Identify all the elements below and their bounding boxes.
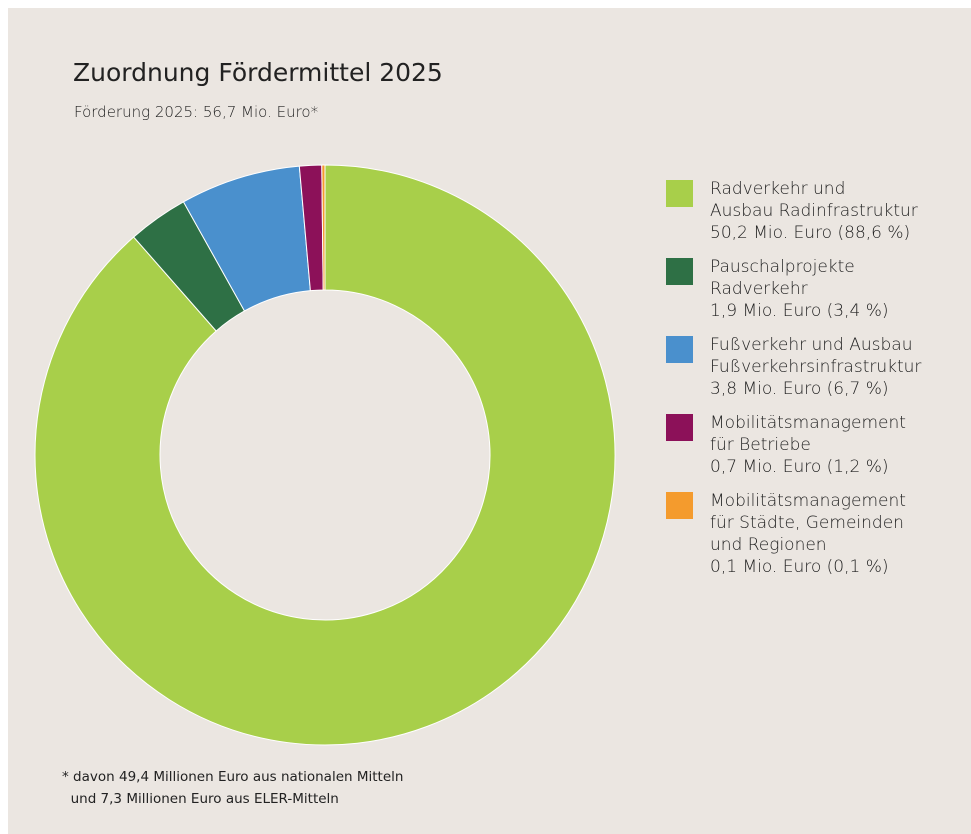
legend-item: Mobilitätsmanagement für Städte, Gemeind… bbox=[666, 490, 966, 578]
legend-label: Mobilitätsmanagement für Städte, Gemeind… bbox=[710, 491, 906, 555]
value-label: 0,1 Mio. Euro (0,1 %) bbox=[710, 557, 889, 577]
donut-area bbox=[34, 164, 616, 746]
chart: Zuordnung Fördermittel 2025 Förderung 20… bbox=[8, 8, 971, 834]
legend-swatch bbox=[666, 336, 693, 363]
legend-item: Radverkehr und Ausbau Radinfrastruktur 50… bbox=[666, 178, 966, 244]
legend-label: Pauschalprojekte Radverkehr bbox=[710, 257, 855, 299]
chart-subtitle: Förderung 2025: 56,7 Mio. Euro* bbox=[74, 103, 319, 121]
value-label: 50,2 Mio. Euro (88,6 %) bbox=[710, 223, 911, 243]
legend-swatch bbox=[666, 258, 693, 285]
legend-swatch bbox=[666, 492, 693, 519]
slice bbox=[34, 164, 616, 746]
legend-swatch bbox=[666, 414, 693, 441]
legend-label: Fußverkehr und Ausbau Fußverkehrsinfrast… bbox=[710, 335, 922, 377]
legend-item: Fußverkehr und Ausbau Fußverkehrsinfrast… bbox=[666, 334, 966, 400]
legend-item: Mobilitätsmanagement für Betriebe 0,7 Mio… bbox=[666, 412, 966, 478]
legend-item: Pauschalprojekte Radverkehr 1,9 Mio. Euro… bbox=[666, 256, 966, 322]
chart-title: Zuordnung Fördermittel 2025 bbox=[73, 58, 443, 87]
footnote: * davon 49,4 Millionen Euro aus national… bbox=[62, 769, 404, 807]
legend: Radverkehr und Ausbau Radinfrastruktur 50… bbox=[666, 178, 966, 590]
legend-label: Radverkehr und Ausbau Radinfrastruktur bbox=[710, 179, 918, 221]
legend-label: Mobilitätsmanagement für Betriebe bbox=[710, 413, 906, 455]
legend-swatch bbox=[666, 180, 693, 207]
value-label: 0,7 Mio. Euro (1,2 %) bbox=[710, 457, 889, 477]
value-label: 3,8 Mio. Euro (6,7 %) bbox=[710, 379, 889, 399]
value-label: 1,9 Mio. Euro (3,4 %) bbox=[710, 301, 889, 321]
slice bbox=[321, 164, 326, 291]
